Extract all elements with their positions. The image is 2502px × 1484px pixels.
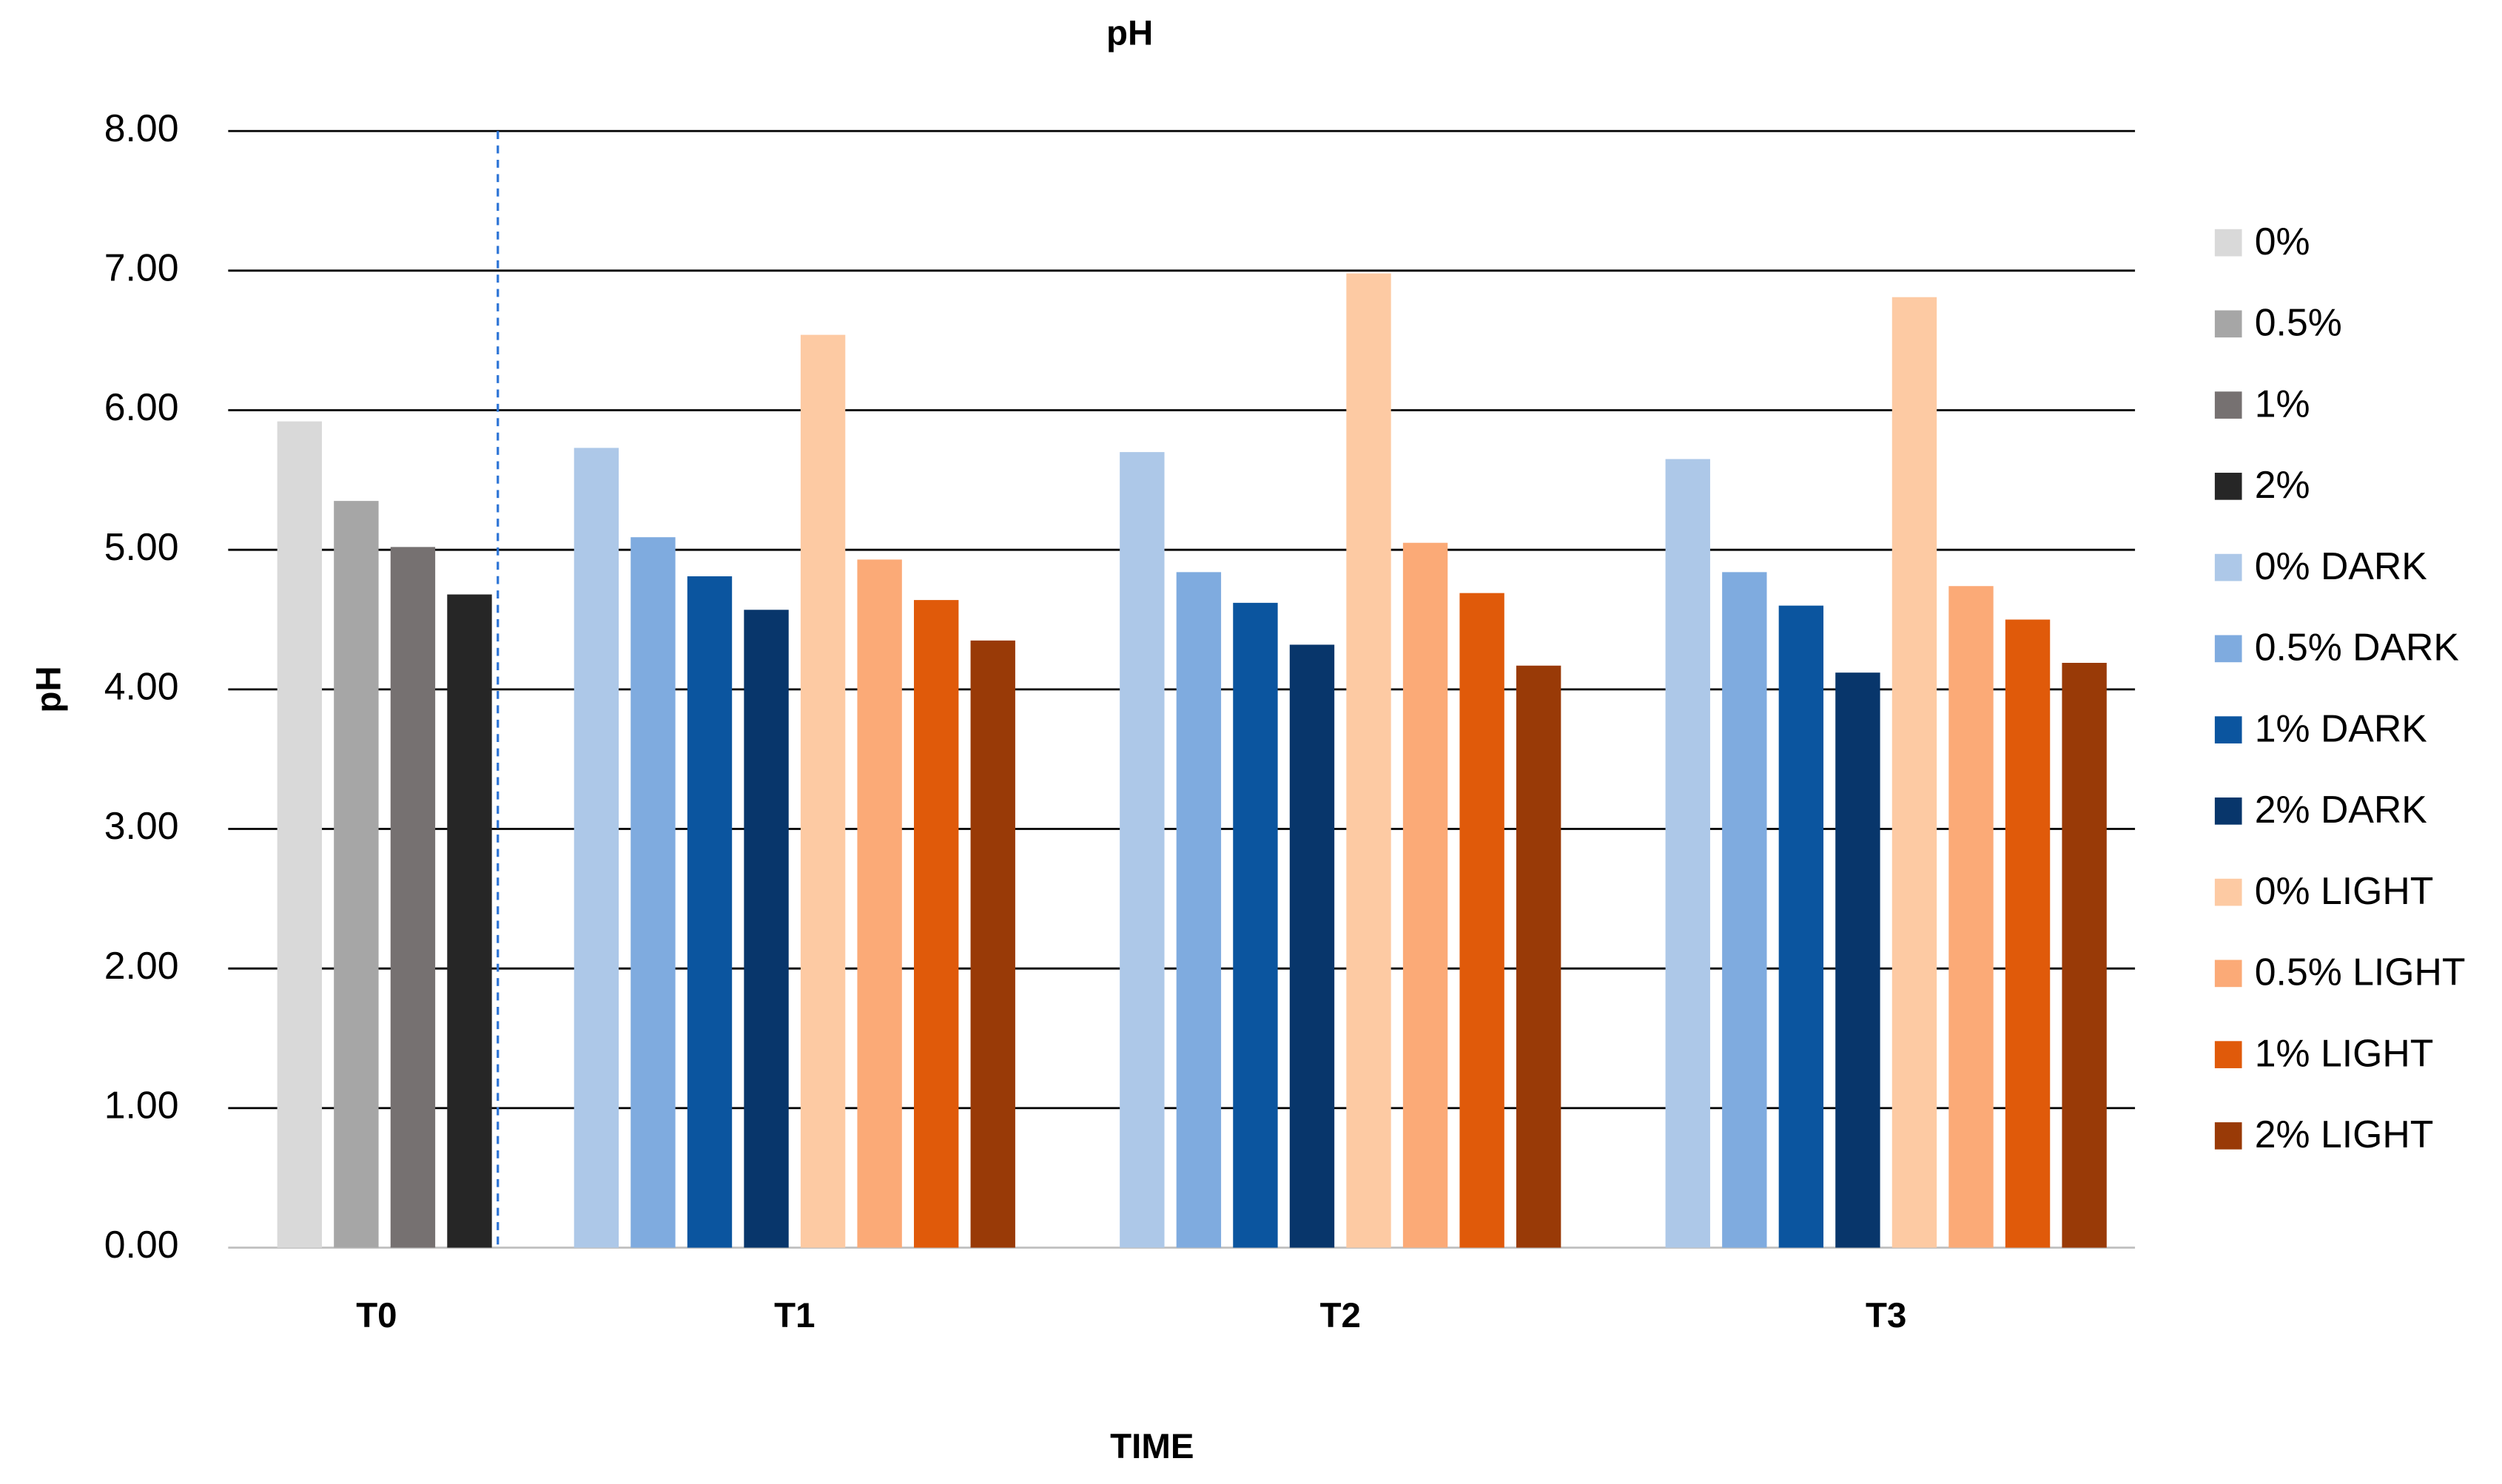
legend-swatch xyxy=(2214,473,2242,500)
legend-label: 2% DARK xyxy=(2255,788,2427,831)
legend-swatch xyxy=(2214,391,2242,419)
bar xyxy=(687,576,733,1248)
legend-swatch xyxy=(2214,716,2242,743)
bar xyxy=(744,610,789,1248)
y-tick-label: 6.00 xyxy=(104,385,179,428)
x-tick-label: T1 xyxy=(774,1296,815,1335)
legend-label: 2% xyxy=(2255,463,2310,506)
bar xyxy=(2005,619,2051,1248)
bar xyxy=(913,600,959,1248)
legend-swatch xyxy=(2214,1041,2242,1068)
legend-swatch xyxy=(2214,1122,2242,1150)
bar xyxy=(447,594,492,1248)
legend-label: 0% LIGHT xyxy=(2255,869,2434,912)
bar xyxy=(1346,273,1391,1248)
bar xyxy=(334,501,379,1248)
legend-swatch xyxy=(2214,797,2242,825)
bar xyxy=(1289,644,1335,1248)
bar xyxy=(1891,297,1937,1248)
bar xyxy=(277,421,323,1248)
bar xyxy=(1233,602,1278,1248)
bar xyxy=(2062,662,2107,1248)
legend-swatch xyxy=(2214,553,2242,581)
y-tick-label: 8.00 xyxy=(104,107,179,149)
y-tick-label: 5.00 xyxy=(104,525,179,568)
bar xyxy=(630,537,676,1248)
bar xyxy=(1402,542,1448,1248)
y-tick-label: 0.00 xyxy=(104,1223,179,1266)
y-tick-label: 7.00 xyxy=(104,246,179,289)
bar xyxy=(574,448,619,1248)
y-tick-label: 1.00 xyxy=(104,1084,179,1127)
legend-label: 1% DARK xyxy=(2255,706,2427,749)
legend-swatch xyxy=(2214,635,2242,663)
legend-label: 0.5% xyxy=(2255,301,2342,344)
bar xyxy=(1778,605,1824,1248)
bar xyxy=(1176,572,1222,1248)
legend-swatch xyxy=(2214,229,2242,257)
legend-swatch xyxy=(2214,878,2242,906)
legend-label: 0% DARK xyxy=(2255,544,2427,587)
bar xyxy=(1948,586,1994,1248)
x-tick-label: T0 xyxy=(356,1296,397,1335)
y-tick-label: 4.00 xyxy=(104,665,179,708)
x-tick-label: T2 xyxy=(1320,1296,1361,1335)
bar xyxy=(1459,593,1504,1248)
bar xyxy=(857,559,902,1248)
legend-label: 2% LIGHT xyxy=(2255,1113,2434,1156)
legend-label: 0% xyxy=(2255,220,2310,263)
bar xyxy=(1665,459,1710,1248)
legend-swatch xyxy=(2214,310,2242,338)
y-tick-label: 3.00 xyxy=(104,804,179,847)
legend-label: 0.5% DARK xyxy=(2255,626,2459,669)
y-tick-label: 2.00 xyxy=(104,944,179,987)
chart-title: pH xyxy=(1106,13,1153,53)
legend-swatch xyxy=(2214,959,2242,988)
bar xyxy=(970,640,1015,1248)
bar xyxy=(1835,672,1880,1248)
bar xyxy=(390,547,436,1248)
y-axis-label: pH xyxy=(30,666,69,712)
bar xyxy=(800,334,846,1248)
legend-label: 1% xyxy=(2255,382,2310,425)
legend-label: 0.5% LIGHT xyxy=(2255,951,2466,994)
x-axis-label: TIME xyxy=(1110,1427,1194,1466)
legend-label: 1% LIGHT xyxy=(2255,1031,2434,1074)
bar xyxy=(1516,665,1561,1248)
bar xyxy=(1722,572,1767,1248)
bar xyxy=(1120,452,1165,1248)
x-tick-label: T3 xyxy=(1866,1296,1906,1335)
